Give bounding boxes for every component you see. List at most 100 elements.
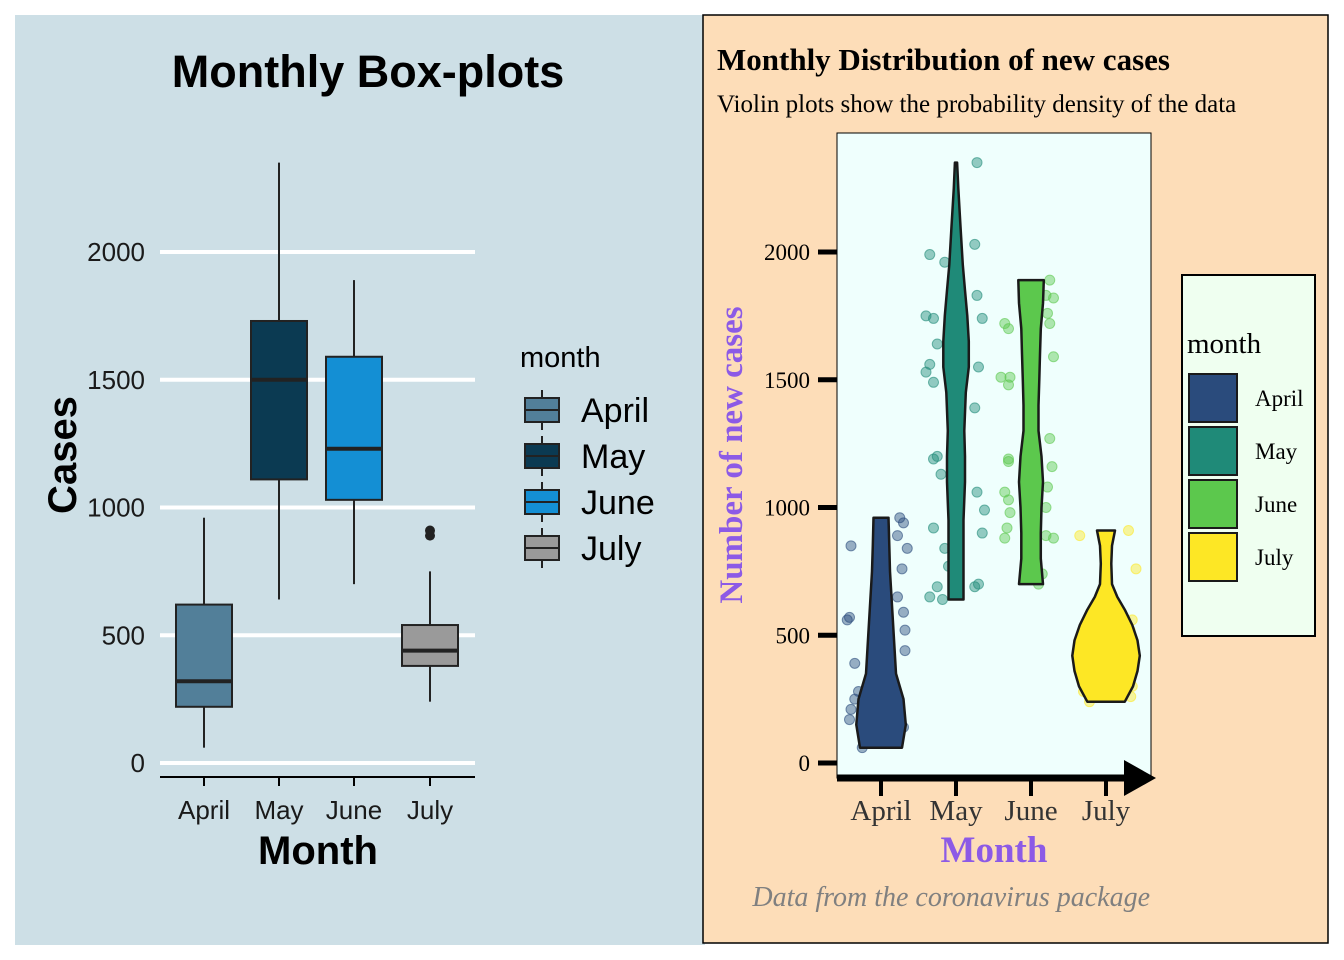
violin-jitter-point — [849, 657, 861, 669]
violin-plot-x-tick-label: May — [929, 795, 983, 827]
violin-jitter-point — [1074, 530, 1086, 542]
violin-jitter-point — [931, 338, 943, 350]
violin-plot-legend-label: April — [1255, 386, 1304, 411]
violin-jitter-point — [845, 540, 857, 552]
box-plot-legend-item: April — [524, 390, 649, 430]
violin-plot-x-tick-label: June — [1004, 795, 1057, 827]
violin-jitter-point — [979, 504, 990, 516]
violin-jitter-point — [924, 591, 936, 603]
box-iqr — [325, 355, 383, 501]
box-plot-legend-item: June — [524, 482, 655, 522]
box-plot-legend-label: May — [581, 438, 645, 476]
violin-jitter-point — [937, 593, 948, 605]
violin-plot-x-axis-title: Month — [941, 830, 1048, 871]
box-july — [401, 525, 459, 702]
violin-plot-x-tick-label: April — [850, 795, 911, 827]
violin-plot-legend-item: May — [1188, 426, 1298, 476]
violin-may — [942, 161, 971, 601]
box-plot-x-tick-labels: April May June July — [178, 777, 453, 825]
violin-plot-y-tick-label: 1500 — [764, 368, 810, 393]
box-plot-y-tick-label: 0 — [131, 748, 145, 778]
violin-jitter-point — [973, 361, 984, 373]
violin-jitter-point — [924, 249, 936, 261]
violin-legend-key — [1188, 532, 1238, 582]
box-plot-legend-item: May — [524, 436, 645, 476]
violin-plot-title: Monthly Distribution of new cases — [717, 42, 1170, 77]
violin-legend-key — [1188, 479, 1238, 529]
violin-jitter-point — [1044, 433, 1056, 445]
violin-jitter-point — [920, 366, 932, 378]
violin-plot-subtitle: Violin plots show the probability densit… — [717, 91, 1236, 118]
box-may — [250, 162, 308, 600]
violin-jitter-point — [995, 371, 1007, 383]
violin-jitter-point — [928, 453, 939, 465]
box-plot-y-tick-label: 2000 — [87, 237, 145, 267]
violin-jitter-point — [928, 376, 939, 388]
box-iqr — [175, 603, 233, 708]
violin-april — [855, 516, 908, 749]
violin-plot-y-tick-label: 0 — [799, 751, 811, 776]
violin-jitter-point — [1003, 323, 1014, 335]
violin-jitter-point — [976, 527, 988, 539]
violin-june — [1017, 278, 1046, 586]
violin-legend-key — [1188, 426, 1238, 476]
violin-plot-x-ticks: April May June July — [850, 778, 1131, 827]
box-plot-boxes — [175, 162, 459, 748]
violin-plot-legend-label: June — [1255, 492, 1297, 517]
violin-jitter-point — [898, 606, 909, 618]
violin-jitter-point — [899, 624, 911, 636]
box-april — [175, 517, 233, 748]
violin-plot-legend-label: July — [1255, 545, 1294, 570]
violin-jitter-point — [1001, 522, 1013, 534]
violin-jitter-point — [935, 468, 947, 480]
violin-jitter-point — [1123, 524, 1134, 536]
box-plot-y-tick-label: 1000 — [87, 493, 145, 523]
violin-jitter-point — [976, 312, 988, 324]
violin-jitter-point — [898, 517, 909, 529]
violin-jitter-point — [971, 289, 983, 301]
violin-jitter-point — [931, 581, 943, 593]
violin-jitter-point — [845, 703, 857, 715]
violin-plot-caption: Data from the coronavirus package — [751, 882, 1150, 913]
violin-jitter-point — [969, 238, 981, 250]
box-outlier — [425, 525, 435, 536]
violin-jitter-point — [969, 581, 981, 593]
violin-jitter-point — [1048, 532, 1059, 544]
box-plot-legend-label: July — [581, 530, 641, 568]
violin-jitter-point — [1044, 274, 1056, 286]
violin-plot-y-tick-label: 500 — [776, 623, 811, 648]
violin-jitter-point — [1003, 453, 1014, 465]
violin-plot-y-ticks: 0 500 1000 1500 2000 — [764, 240, 837, 776]
box-june — [325, 280, 383, 585]
box-plot-x-tick-label: June — [326, 795, 382, 825]
violin-jitter-point — [971, 157, 983, 169]
violin-plot-y-tick-label: 1000 — [764, 496, 810, 521]
violin-plot-y-axis-title: Number of new cases — [714, 306, 750, 603]
violin-july — [1071, 529, 1142, 703]
box-plot-legend-label: April — [581, 392, 649, 430]
box-plot-x-tick-label: July — [407, 795, 453, 825]
box-plot-legend: month April May June July — [520, 342, 655, 568]
violin-jitter-point — [1004, 507, 1016, 519]
box-plot-legend-item: July — [524, 528, 641, 568]
violin-jitter-point — [1003, 456, 1014, 468]
violin-jitter-point — [1042, 307, 1053, 319]
box-plot-title: Monthly Box-plots — [172, 46, 564, 97]
box-plot-y-axis-title: Cases — [41, 396, 85, 514]
violin-jitter-point — [969, 402, 981, 414]
violin-jitter-point — [1003, 494, 1014, 506]
violin-plot-legend-label: May — [1255, 439, 1298, 464]
violin-jitter-point — [896, 563, 908, 575]
violin-plot-x-axis-arrow-head — [1124, 760, 1156, 796]
violin-jitter-point — [892, 591, 903, 603]
violin-plot-legend-title: month — [1187, 328, 1262, 360]
violin-jitter-point — [1130, 563, 1142, 575]
box-iqr — [401, 624, 459, 667]
violin-plot-y-tick-label: 2000 — [764, 240, 810, 265]
box-plot-y-tick-label: 1500 — [87, 365, 145, 395]
violin-plot-x-tick-label: July — [1082, 795, 1131, 827]
violin-jitter-point — [899, 645, 911, 657]
violin-jitter-point — [1048, 292, 1059, 304]
violin-jitter-point — [841, 614, 853, 626]
violin-jitter-point — [1004, 371, 1016, 383]
